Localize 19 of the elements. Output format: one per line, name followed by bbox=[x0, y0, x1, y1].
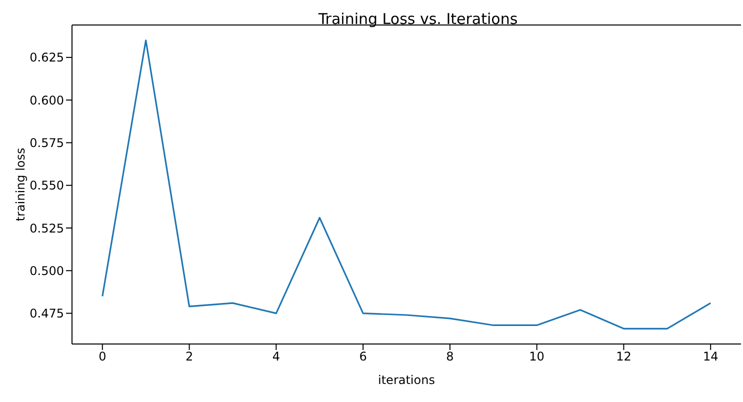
y-tick-label: 0.550 bbox=[30, 178, 64, 193]
y-tick-label: 0.600 bbox=[30, 93, 64, 108]
x-tick-label: 12 bbox=[616, 350, 632, 364]
x-tick-label: 10 bbox=[529, 350, 544, 364]
x-tick-label: 0 bbox=[98, 350, 106, 364]
x-tick-label: 4 bbox=[272, 350, 280, 364]
y-axis-title: training loss bbox=[13, 148, 28, 222]
x-axis-title: iterations bbox=[378, 373, 435, 387]
y-tick-label: 0.575 bbox=[30, 136, 64, 150]
line-series bbox=[102, 40, 712, 330]
x-tick-label: 14 bbox=[702, 350, 718, 364]
x-tick-label: 6 bbox=[359, 350, 367, 364]
y-tick-label: 0.625 bbox=[30, 50, 64, 65]
x-tick-label: 8 bbox=[446, 350, 454, 364]
y-tick-label: 0.475 bbox=[30, 306, 64, 321]
y-tick-label: 0.525 bbox=[30, 221, 64, 236]
y-tick-label: 0.500 bbox=[30, 264, 64, 278]
chart-title: Training Loss vs. Iterations bbox=[317, 10, 519, 28]
x-tick-label: 2 bbox=[185, 350, 194, 364]
